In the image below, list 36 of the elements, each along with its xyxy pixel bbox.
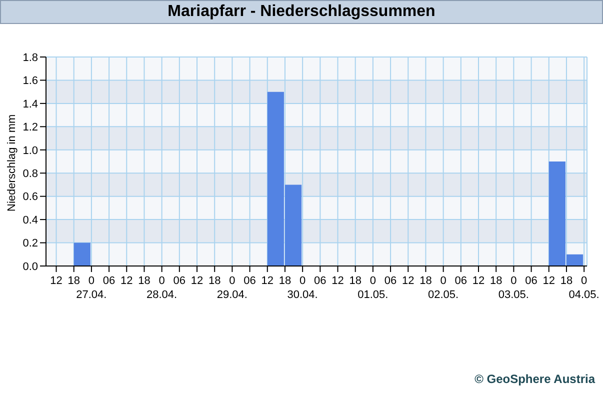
x-tick-label: 06: [102, 275, 116, 287]
text: © GeoSphere Austria: [474, 372, 595, 386]
x-tick-label: 18: [420, 275, 432, 287]
x-tick-label: 12: [190, 275, 204, 287]
x-tick-label: 18: [560, 275, 573, 287]
y-tick-label: 1.6: [22, 75, 38, 88]
x-tick-label: 12: [50, 275, 62, 287]
y-tick-label: 0.2: [22, 238, 38, 250]
x-tick-label: 06: [384, 275, 397, 287]
chart-title: Mariapfarr - Niederschlagssummen: [0, 0, 603, 24]
x-tick-label: 12: [332, 275, 344, 287]
x-tick-label: 06: [454, 275, 468, 287]
x-tick-label: 06: [173, 275, 186, 287]
y-tick-label: 0.8: [22, 168, 38, 180]
x-tick-label: 12: [472, 275, 485, 287]
x-tick-label: 18: [208, 275, 221, 287]
x-tick-label: 18: [349, 275, 362, 287]
y-tick-label: 1.0: [22, 144, 38, 157]
x-tick-label: 06: [525, 275, 538, 287]
y-tick-label: 0.4: [22, 214, 38, 226]
x-tick-label: 06: [244, 275, 256, 287]
x-tick-label: 06: [314, 275, 326, 287]
x-tick-label: 12: [402, 275, 414, 287]
y-tick-label: 1.8: [22, 52, 38, 64]
x-tick-label: 12: [120, 275, 133, 287]
x-tick-label: 18: [490, 275, 502, 287]
y-tick-label: 0.6: [22, 191, 38, 204]
y-tick-label: 1.4: [22, 98, 38, 110]
y-tick-label: 1.2: [22, 122, 38, 134]
y-tick-label: 0.0: [22, 260, 38, 273]
x-tick-label: 18: [138, 275, 150, 287]
x-tick-label: 12: [261, 275, 274, 287]
x-tick-label: 18: [278, 275, 292, 287]
x-tick-label: 18: [68, 275, 80, 287]
x-tick-label: 12: [542, 275, 556, 287]
y-axis-title: Niederschlag in mm: [6, 114, 18, 212]
